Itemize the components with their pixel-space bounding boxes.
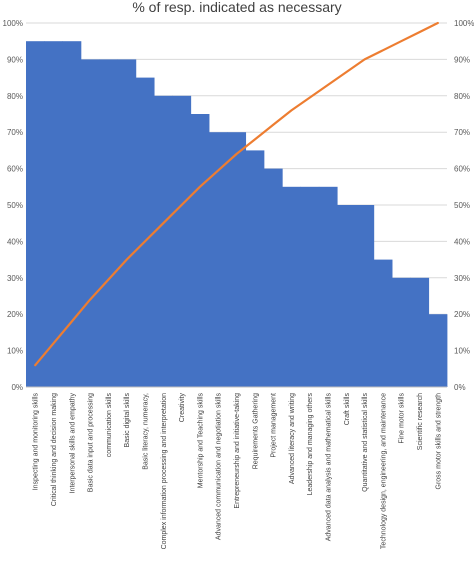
x-category-label: Critical thinking and decision making	[51, 393, 58, 506]
x-category-label: Basic digital skills	[124, 393, 131, 448]
bar	[337, 205, 356, 387]
x-category-label: Scientific research	[417, 393, 424, 450]
y-tick-label-right: 20%	[454, 310, 470, 319]
x-category-label: communication skills	[106, 393, 113, 458]
x-category-label: Fine motor skills	[399, 393, 406, 444]
y-tick-label-right: 60%	[454, 165, 470, 174]
y-tick-label-left: 40%	[7, 237, 23, 246]
y-tick-label-right: 30%	[454, 274, 470, 283]
cumulative-line	[34, 21, 439, 367]
bar	[410, 277, 430, 387]
bar	[392, 277, 411, 387]
y-tick-label-right: 100%	[454, 19, 474, 28]
y-tick-label-right: 80%	[454, 92, 470, 101]
y-tick-label-right: 70%	[454, 128, 470, 137]
y-tick-label-left: 0%	[11, 383, 23, 392]
x-category-label: Entrepreneurship and initiative-taking	[234, 393, 241, 509]
x-category-label: Mentorship and Teaching skills	[197, 393, 204, 489]
bar	[99, 59, 118, 388]
bar	[44, 41, 64, 387]
y-axis-left: 0% 10% 20% 30% 40% 50% 60% 70% 80% 90% 100%	[3, 19, 23, 392]
x-category-label: Project management	[271, 393, 278, 458]
x-category-label: Inspecting and monitoring skills	[33, 393, 40, 491]
bar	[117, 59, 137, 388]
bar	[355, 205, 375, 387]
bar-series	[26, 41, 448, 388]
bar	[373, 259, 393, 387]
x-category-label: Leadership and managing others	[307, 393, 314, 496]
y-tick-label-left: 60%	[7, 165, 23, 174]
x-category-label: Basic literacy, numeracy,	[142, 393, 149, 470]
x-category-label: Craft skills	[344, 393, 351, 426]
y-tick-label-left: 10%	[7, 347, 23, 356]
x-category-label: Interpersonal skills and empathy	[69, 393, 76, 494]
y-tick-label-right: 40%	[454, 237, 470, 246]
bar	[62, 41, 82, 387]
bar	[26, 41, 45, 387]
bar	[172, 95, 192, 388]
bar	[300, 186, 320, 387]
x-category-label: Gross motor skills and strength	[435, 393, 442, 490]
bar	[209, 132, 228, 387]
x-axis: Inspecting and monitoring skills Critical…	[26, 386, 447, 550]
x-category-label: Advanced literacy and writing	[289, 393, 296, 484]
bar	[190, 114, 210, 387]
x-category-label: Quantitative and statistical skills	[362, 393, 369, 492]
chart-title: % of resp. indicated as necessary	[132, 0, 341, 15]
bar	[227, 132, 247, 387]
x-category-label: Complex information processing and inter…	[161, 393, 168, 550]
y-tick-label-left: 50%	[7, 201, 23, 210]
y-tick-label-left: 100%	[3, 19, 23, 28]
y-tick-label-right: 0%	[454, 383, 466, 392]
x-category-label: Advanced data analysis and mathematical …	[326, 393, 333, 542]
x-category-label: Advanced communication and negotiation s…	[216, 393, 223, 541]
bar	[154, 95, 173, 388]
bar	[282, 186, 301, 387]
x-category-label: Creativity	[179, 393, 186, 423]
x-category-label: Requirements Gathering	[252, 393, 259, 469]
bar	[318, 186, 338, 387]
x-category-label: Basic data input and processing	[88, 393, 95, 492]
y-tick-label-right: 90%	[454, 55, 470, 64]
y-tick-label-left: 30%	[7, 274, 23, 283]
y-tick-label-right: 10%	[454, 347, 470, 356]
x-category-label: Technology design, engineering, and main…	[380, 393, 387, 549]
y-tick-label-left: 70%	[7, 128, 23, 137]
y-tick-label-left: 80%	[7, 92, 23, 101]
cumulative-line-series	[34, 21, 439, 367]
y-tick-label-left: 90%	[7, 55, 23, 64]
bar	[428, 314, 448, 387]
bar	[245, 150, 265, 387]
bar	[263, 168, 283, 387]
y-tick-label-right: 50%	[454, 201, 470, 210]
y-axis-right: 0% 10% 20% 30% 40% 50% 60% 70% 80% 90% 100%	[454, 19, 474, 392]
bar	[135, 77, 155, 387]
y-tick-label-left: 20%	[7, 310, 23, 319]
bar	[80, 59, 100, 388]
